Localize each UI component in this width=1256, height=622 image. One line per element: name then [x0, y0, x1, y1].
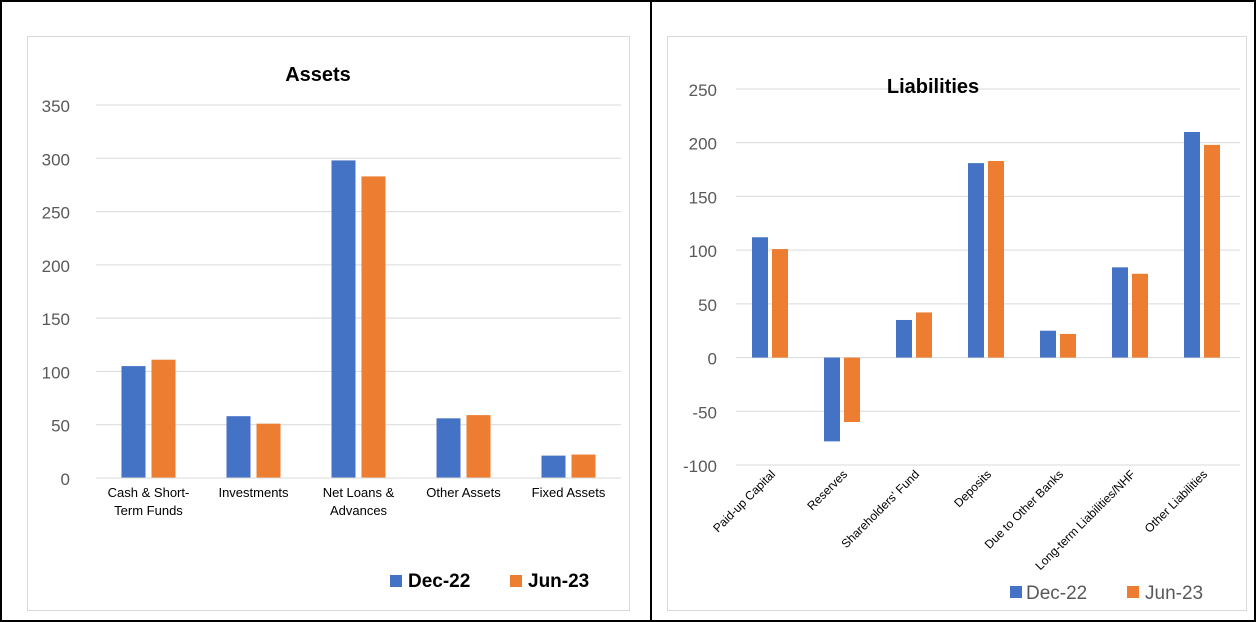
bar-jun-23 [1204, 144, 1220, 358]
y-tick-label: 100 [42, 363, 70, 382]
x-tick-label: Deposits [951, 467, 994, 510]
x-tick-label: Due to Other Banks [982, 467, 1066, 551]
y-tick-label: 200 [42, 257, 70, 276]
legend-swatch-jun-23 [1127, 586, 1139, 598]
y-tick-label: 250 [689, 81, 717, 100]
bar-jun-23 [256, 423, 281, 478]
bar-dec-22 [824, 357, 840, 442]
y-tick-label: 300 [42, 150, 70, 169]
bar-jun-23 [361, 176, 386, 478]
legend-swatch-dec-22 [1010, 586, 1022, 598]
legend-label-dec-22: Dec-22 [408, 571, 470, 592]
chart-title: Liabilities [887, 76, 979, 98]
x-tick-label: Advances [330, 503, 388, 518]
x-tick-label: Fixed Assets [532, 485, 606, 500]
bar-dec-22 [1184, 131, 1200, 358]
bar-jun-23 [916, 312, 932, 358]
x-tick-label: Shareholders' Fund [838, 467, 922, 551]
x-tick-label: Net Loans & [323, 485, 395, 500]
y-tick-label: 250 [42, 204, 70, 223]
bar-dec-22 [436, 418, 461, 478]
bar-jun-23 [571, 454, 596, 478]
y-tick-label: 150 [689, 188, 717, 207]
bar-dec-22 [752, 237, 768, 358]
bar-jun-23 [1060, 333, 1076, 358]
x-tick-label: Paid-up Capital [710, 467, 778, 535]
bar-dec-22 [1112, 267, 1128, 358]
bar-jun-23 [772, 249, 788, 358]
y-tick-label: 50 [51, 417, 70, 436]
y-tick-label: 200 [689, 135, 717, 154]
y-tick-label: 150 [42, 310, 70, 329]
legend-label-jun-23: Jun-23 [1145, 583, 1203, 604]
assets-chart-panel: 0 50 100 150 200 250 300 350 Assets Cash & Short-… [27, 36, 630, 611]
y-tick-label: -50 [692, 403, 717, 422]
y-tick-label: 100 [689, 242, 717, 261]
y-tick-label: -100 [683, 457, 717, 476]
bar-jun-23 [844, 357, 860, 423]
x-tick-label: Other Liabilities [1142, 467, 1210, 535]
bar-jun-23 [1132, 273, 1148, 358]
bar-jun-23 [151, 359, 176, 478]
y-tick-label: 50 [698, 296, 717, 315]
legend-swatch-dec-22 [390, 575, 402, 587]
bar-jun-23 [466, 415, 491, 478]
legend-label-jun-23: Jun-23 [528, 571, 589, 592]
bar-dec-22 [1040, 330, 1056, 358]
legend-label-dec-22: Dec-22 [1026, 583, 1087, 604]
assets-chart: 0 50 100 150 200 250 300 350 Assets Cash & Short-… [42, 64, 621, 592]
bar-dec-22 [896, 319, 912, 358]
bar-dec-22 [226, 416, 251, 478]
x-tick-label: Reserves [804, 467, 850, 513]
bar-dec-22 [121, 366, 146, 478]
chart-title: Assets [285, 64, 351, 86]
y-tick-label: 350 [42, 97, 70, 116]
x-tick-label: Investments [218, 485, 289, 500]
y-tick-label: 0 [708, 350, 717, 369]
bar-dec-22 [541, 455, 566, 478]
y-tick-label: 0 [61, 470, 70, 489]
x-tick-label: Cash & Short- [108, 485, 190, 500]
x-tick-label: Other Assets [426, 485, 501, 500]
liabilities-chart: -100 -50 0 50 100 150 200 250 Liabilities Paid-up… [683, 76, 1240, 604]
bar-dec-22 [331, 160, 356, 478]
x-tick-label: Term Funds [114, 503, 183, 518]
legend-swatch-jun-23 [510, 575, 522, 587]
bar-jun-23 [988, 160, 1004, 358]
liabilities-chart-panel: -100 -50 0 50 100 150 200 250 Liabilities Paid-up… [667, 36, 1247, 611]
bar-dec-22 [968, 163, 984, 358]
